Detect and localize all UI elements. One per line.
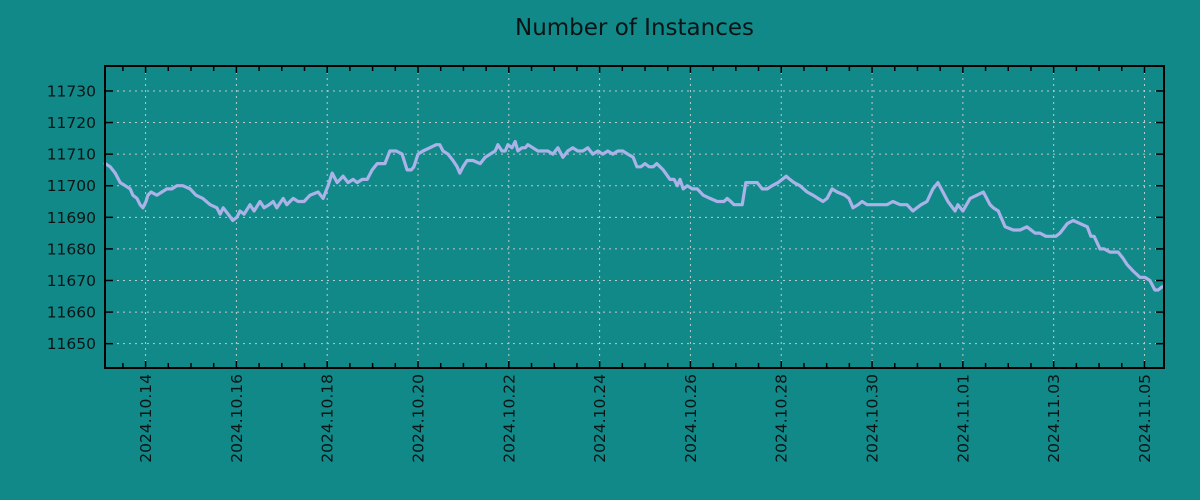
- x-tick-label: 2024.11.03: [1045, 374, 1063, 463]
- x-tick-label: 2024.11.01: [954, 374, 972, 463]
- y-tick-label: 11730: [47, 82, 96, 100]
- chart-title: Number of Instances: [515, 15, 754, 41]
- x-tick-label: 2024.10.20: [410, 374, 428, 463]
- y-tick-label: 11670: [47, 272, 96, 290]
- x-tick-label: 2024.10.28: [773, 374, 791, 463]
- x-tick-label: 2024.10.30: [864, 374, 882, 463]
- y-tick-label: 11680: [47, 240, 96, 258]
- x-tick-label: 2024.10.18: [319, 374, 337, 463]
- y-tick-label: 11660: [47, 304, 96, 322]
- y-tick-label: 11710: [47, 146, 96, 164]
- x-tick-label: 2024.10.16: [228, 374, 246, 463]
- y-tick-label: 11690: [47, 209, 96, 227]
- y-tick-label: 11720: [47, 114, 96, 132]
- x-tick-label: 2024.10.22: [500, 374, 518, 463]
- x-tick-label: 2024.10.26: [682, 374, 700, 463]
- y-tick-label: 11650: [47, 335, 96, 353]
- series-line-instances: [103, 139, 1166, 292]
- x-tick-label: 2024.11.05: [1136, 374, 1154, 463]
- x-tick-label: 2024.10.24: [591, 374, 609, 463]
- y-tick-label: 11700: [47, 177, 96, 195]
- x-tick-label: 2024.10.14: [137, 374, 155, 463]
